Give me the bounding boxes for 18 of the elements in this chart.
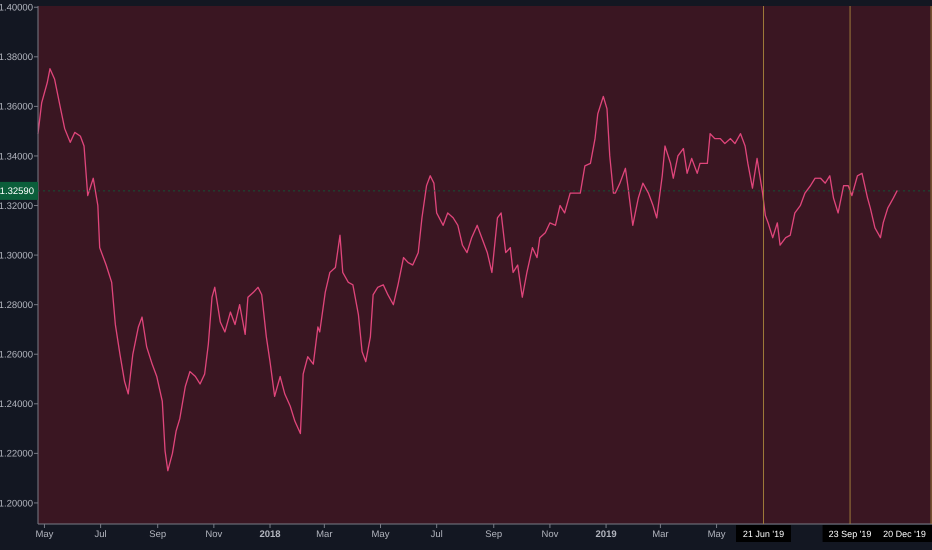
- ref-line-label: 1.32590: [0, 186, 34, 198]
- x-tick-label: Jul: [430, 529, 443, 540]
- ref-line-label: 20 Dec '19: [883, 529, 926, 539]
- x-tick-label: 2019: [596, 529, 617, 540]
- x-tick-label: Mar: [316, 529, 333, 540]
- x-tick-label: Nov: [541, 529, 559, 540]
- x-tick-label: May: [708, 529, 726, 540]
- x-tick-label: May: [372, 529, 390, 540]
- x-tick-label: 2018: [259, 529, 281, 540]
- x-tick-label: May: [35, 529, 54, 540]
- x-tick-label: Mar: [652, 529, 669, 540]
- x-tick-label: Jul: [94, 529, 107, 540]
- line-series: [37, 68, 898, 472]
- ref-line-label: 23 Sep '19: [828, 529, 872, 539]
- ref-line-label: 21 Jun '19: [742, 529, 784, 539]
- x-tick-label: Nov: [205, 529, 223, 540]
- x-tick-label: Sep: [149, 529, 166, 540]
- x-tick-label: Sep: [485, 529, 502, 540]
